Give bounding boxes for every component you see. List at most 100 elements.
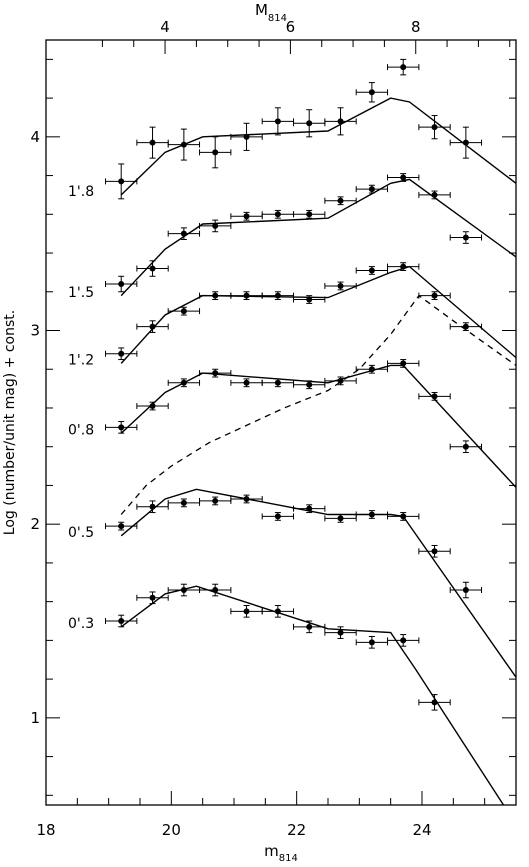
y-tick-label: 2: [30, 515, 40, 533]
data-point: [274, 292, 281, 299]
data-point: [243, 608, 250, 615]
model-curve: [120, 364, 517, 488]
data-point: [368, 511, 375, 518]
data-point: [243, 379, 250, 386]
data-point: [306, 623, 313, 630]
data-point: [212, 370, 219, 377]
data-point: [149, 265, 156, 272]
series-label: 0'.3: [68, 616, 94, 632]
data-point: [118, 350, 125, 357]
data-point: [149, 323, 156, 330]
data-point: [118, 618, 125, 625]
data-point: [431, 699, 438, 706]
model-curves: [120, 97, 517, 806]
data-point: [431, 292, 438, 299]
model-curve: [120, 97, 517, 196]
x-tick-label: 22: [287, 821, 306, 839]
data-point: [400, 637, 407, 644]
series-label: 0'.5: [68, 525, 94, 541]
data-point: [274, 211, 281, 218]
data-point: [274, 513, 281, 520]
data-point: [243, 292, 250, 299]
series-label: 1'.5: [68, 285, 94, 301]
data-point: [118, 178, 125, 185]
data-point: [149, 503, 156, 510]
data-point: [274, 608, 281, 615]
y-tick-label: 1: [30, 709, 40, 727]
data-point: [274, 379, 281, 386]
data-point: [212, 149, 219, 156]
data-point: [337, 197, 344, 204]
x-tick-label: 18: [36, 821, 55, 839]
data-point: [306, 381, 313, 388]
data-point: [368, 267, 375, 274]
data-point: [212, 292, 219, 299]
x2-axis-title: M814: [255, 1, 287, 24]
dashed-model-curve: [120, 294, 517, 515]
axis-ticks: [45, 40, 517, 805]
series-label: 1'.8: [68, 184, 94, 200]
data-point: [431, 393, 438, 400]
data-point: [149, 139, 156, 146]
data-point: [274, 118, 281, 125]
data-point: [212, 497, 219, 504]
data-point: [462, 587, 469, 594]
y-tick-label: 3: [30, 322, 40, 340]
data-point: [180, 230, 187, 237]
y-tick-label: 4: [30, 128, 40, 146]
data-point: [462, 139, 469, 146]
plot-border: [45, 39, 517, 806]
data-point: [400, 174, 407, 181]
data-point: [400, 64, 407, 71]
data-point: [180, 587, 187, 594]
data-point: [431, 548, 438, 555]
data-point: [400, 513, 407, 520]
x-axis-title-subscript: 814: [279, 853, 298, 864]
data-point: [212, 587, 219, 594]
data-point: [180, 308, 187, 315]
data-point: [243, 496, 250, 502]
data-point: [368, 639, 375, 646]
data-points: [105, 58, 483, 711]
data-point: [368, 89, 375, 96]
data-point: [306, 211, 313, 218]
data-point: [368, 366, 375, 373]
x-tick-label: 24: [412, 821, 431, 839]
y-axis-title: Log (number/unit mag) + const.: [2, 310, 18, 535]
data-point: [431, 124, 438, 131]
data-point: [400, 360, 407, 367]
data-point: [306, 296, 313, 303]
data-point: [180, 379, 187, 386]
x-tick-label: 20: [162, 821, 181, 839]
data-point: [118, 523, 125, 530]
data-point: [337, 515, 344, 522]
data-point: [149, 403, 156, 410]
data-point: [462, 443, 469, 450]
model-curve: [120, 178, 517, 297]
x2-tick-label: 4: [160, 18, 170, 36]
data-point: [337, 118, 344, 125]
data-point: [118, 281, 125, 288]
data-point: [243, 213, 250, 220]
model-curve: [120, 488, 517, 678]
data-point: [306, 505, 313, 512]
x2-tick-label: 6: [286, 18, 296, 36]
model-curve: [120, 265, 517, 364]
data-point: [180, 499, 187, 506]
data-point: [243, 133, 250, 140]
model-curve: [120, 585, 505, 806]
data-point: [400, 263, 407, 270]
data-point: [118, 424, 125, 431]
data-point: [306, 120, 313, 127]
data-point: [368, 186, 375, 193]
data-point: [149, 594, 156, 601]
series-label: 0'.8: [68, 422, 94, 438]
x2-axis-title-subscript: 814: [268, 13, 287, 24]
data-point: [337, 377, 344, 384]
data-point: [462, 323, 469, 330]
data-point: [462, 234, 469, 241]
data-point: [180, 141, 187, 148]
data-point: [212, 222, 219, 229]
